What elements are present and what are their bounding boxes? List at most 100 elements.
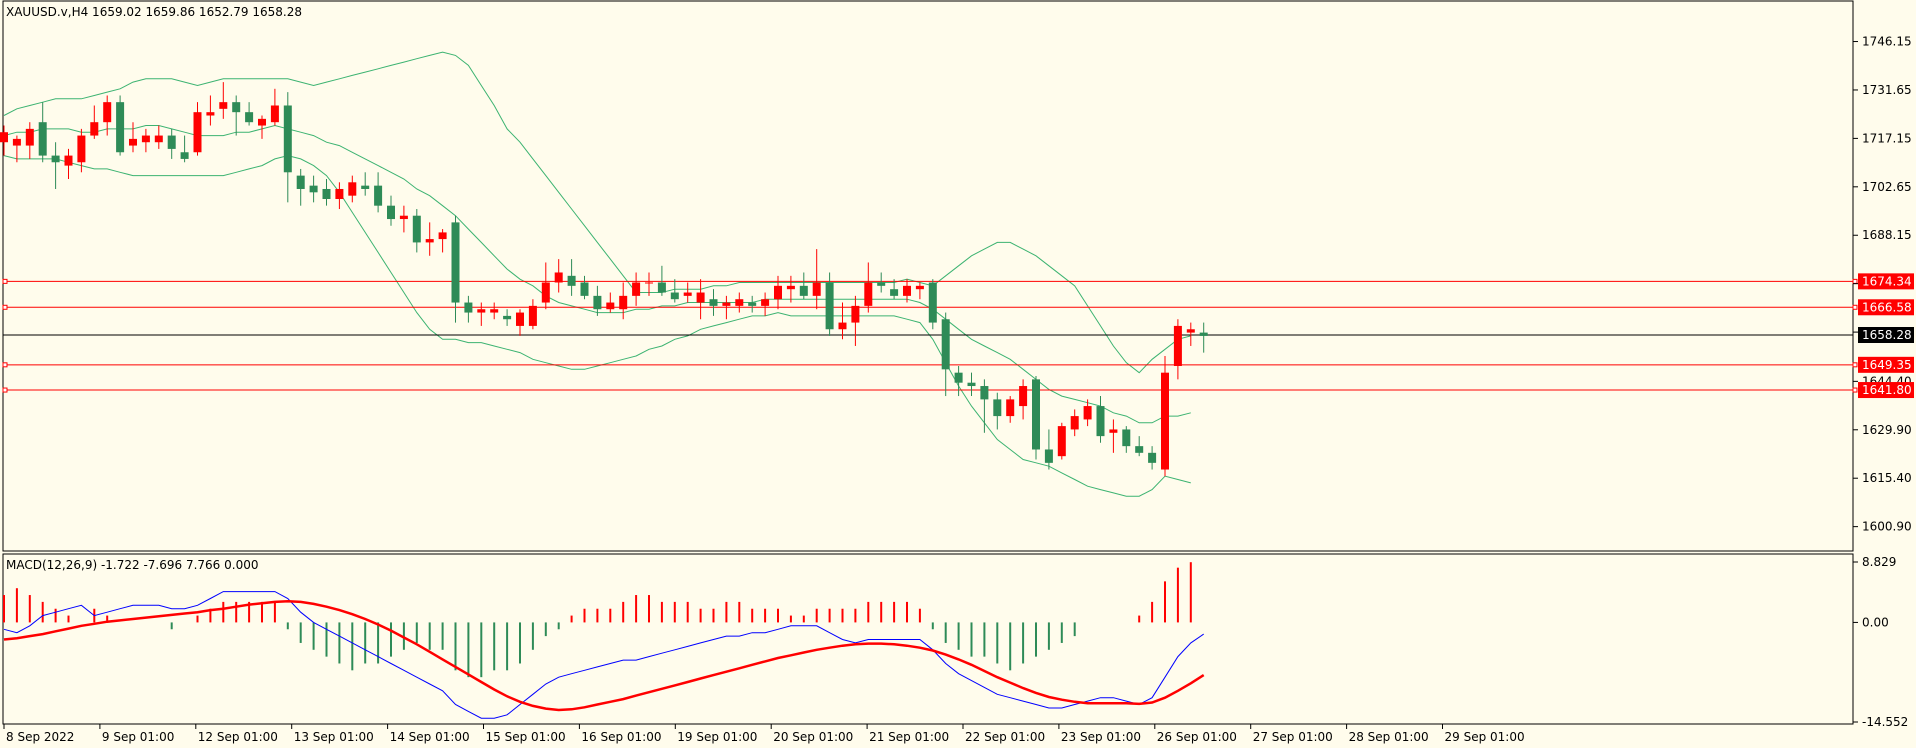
candle-bull [1019,386,1028,407]
candle-bear [890,289,899,296]
level-handle [2,387,8,393]
level-handle [1852,362,1858,368]
level-handle [2,278,8,284]
candle-bull [541,282,550,303]
candle-bear [38,122,47,156]
level-price-tag-label: 1641.80 [1862,383,1912,397]
candle-bull [528,305,537,326]
candle-bull [348,182,357,196]
candle-bull [1161,372,1169,470]
candle-bear [877,282,886,286]
candle-bear [361,185,370,189]
signal-line [3,599,1205,712]
candle-bear [1148,452,1157,463]
level-price-tag [1858,273,1914,290]
bollinger-upper-line [3,51,1191,374]
candle-bull [774,285,782,300]
macd-line [3,591,1204,719]
price-tick-label: 1688.15 [1862,228,1912,242]
price-tick-label: 1746.15 [1862,35,1912,49]
candle-bull [903,285,911,296]
bid-price-tag [1858,327,1914,344]
macd-tick-label: -14.552 [1862,715,1908,729]
time-tick-label: 23 Sep 01:00 [1061,730,1141,744]
candle-bear [1135,446,1144,453]
candle-bull [0,132,8,143]
candle-bull [1070,416,1079,430]
candle-bull [645,282,653,284]
candle-bull [1083,406,1092,420]
macd-tick-label: 8.829 [1862,555,1896,569]
price-tick-label: 1717.15 [1862,131,1912,145]
candle-bull [606,302,615,310]
candle-bear [657,282,666,293]
candle-bear [993,399,1002,417]
time-tick-label: 19 Sep 01:00 [677,730,757,744]
candle-bull [258,118,266,126]
candle-bull [812,282,821,296]
candle-bull [425,239,434,243]
candle-bear [374,185,383,206]
candle-bull [722,302,731,306]
candle-bear [1032,379,1040,450]
candle-bull [77,135,86,163]
candle-bull [619,295,628,310]
candle-bear [825,282,834,330]
candle-bull [683,292,692,296]
price-pane-frame [2,0,1854,552]
candle-bear [1122,429,1131,447]
candle-bull [838,322,847,330]
level-handle [1852,278,1858,284]
candle-bear [116,102,125,153]
candle-bull [1006,399,1015,417]
candle-bull [12,138,21,146]
candle-bull [141,135,150,143]
macd-tick-label: 0.00 [1862,615,1889,629]
candle-bull [129,138,137,146]
candle-bull [90,122,99,136]
level-price-tag [1858,382,1914,399]
candle-bear [245,112,254,123]
candle-bull [1173,325,1182,366]
candle-bear [1044,449,1053,463]
candle-bull [206,112,215,116]
candle-bear [580,282,589,296]
candle-bull [786,285,795,290]
candle-bear [464,302,473,313]
bollinger-middle-line [3,124,1191,424]
candles [0,82,1208,477]
time-tick-label: 13 Sep 01:00 [294,730,374,744]
level-handle [1852,387,1858,393]
candle-bear [941,319,950,370]
candle-bear [232,102,241,113]
candle-bull [1057,426,1066,457]
candle-bull [1109,429,1118,433]
horizontal-levels[interactable] [2,278,1858,393]
time-tick-label: 15 Sep 01:00 [486,730,566,744]
symbol-header: XAUUSD.v,H4 1659.02 1659.86 1652.79 1658… [6,5,302,19]
time-axis: 8 Sep 2022 9 Sep 01:00 12 Sep 01:00 13 Sep … [3,724,1525,744]
candle-bear [387,205,395,220]
time-tick-label: 9 Sep 01:00 [102,730,174,744]
candle-bear [1199,332,1208,336]
candle-bear [451,222,460,303]
candle-bull [864,282,873,306]
level-price-tag-label: 1666.58 [1862,300,1912,314]
candle-bull [632,282,641,296]
candle-bull [696,292,705,303]
level-price-tag [1858,299,1914,316]
candle-bear [670,292,679,300]
macd-axis: 8.829 0.00 -14.552 [1853,555,1908,729]
candle-bull [335,188,344,200]
candle-bear [503,315,512,320]
level-handle [2,304,8,310]
candle-bull [270,105,279,123]
candle-bear [709,299,718,306]
time-tick-label: 12 Sep 01:00 [198,730,278,744]
candle-bull [516,312,524,326]
candle-bull [399,215,408,220]
candle-bull [761,299,770,306]
macd-indicator [3,562,1205,719]
